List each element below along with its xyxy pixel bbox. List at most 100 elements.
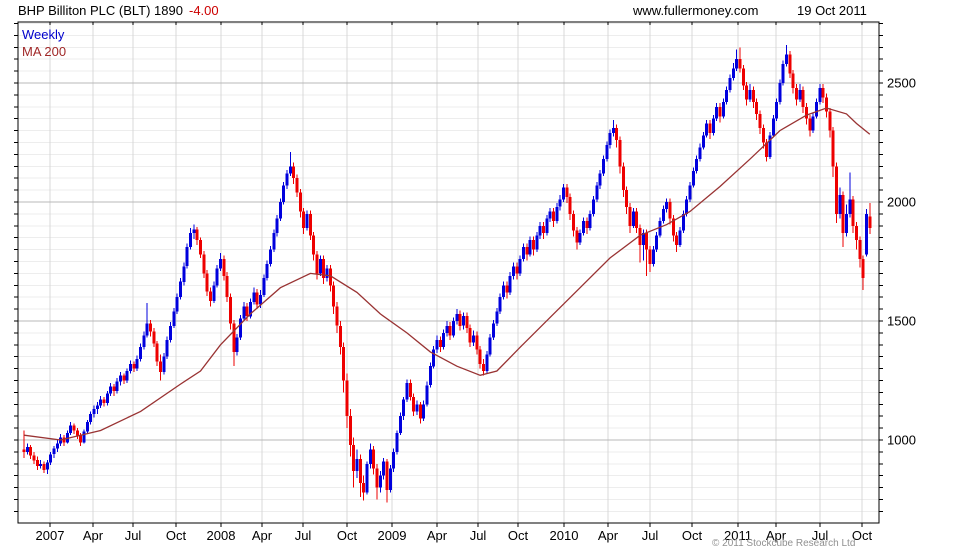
candle bbox=[199, 240, 202, 255]
candle bbox=[858, 240, 862, 260]
candle bbox=[169, 325, 172, 341]
candle bbox=[42, 463, 46, 470]
candle bbox=[142, 335, 146, 348]
candle bbox=[172, 311, 176, 326]
candle bbox=[771, 118, 775, 136]
candle bbox=[655, 235, 659, 250]
candle bbox=[105, 393, 109, 404]
candle bbox=[99, 399, 103, 406]
candle bbox=[332, 285, 336, 307]
candle bbox=[29, 447, 33, 456]
x-axis-label: Jul bbox=[295, 528, 312, 543]
axis-ticks bbox=[14, 21, 883, 527]
candle bbox=[691, 171, 695, 186]
candle bbox=[22, 449, 26, 452]
x-axis-label: Oct bbox=[852, 528, 873, 543]
x-axis-label: Apr bbox=[83, 528, 104, 543]
candle bbox=[245, 306, 249, 317]
candle bbox=[45, 462, 49, 470]
x-axis-label: Apr bbox=[252, 528, 273, 543]
candle bbox=[661, 209, 665, 221]
x-axis-label: 2008 bbox=[207, 528, 236, 543]
candle bbox=[192, 229, 196, 233]
candle bbox=[209, 291, 212, 301]
candle bbox=[405, 382, 409, 400]
candle bbox=[761, 128, 765, 143]
candle bbox=[375, 468, 379, 488]
candle bbox=[252, 292, 256, 302]
candle bbox=[285, 173, 289, 186]
candle bbox=[645, 232, 649, 250]
candle bbox=[458, 313, 462, 326]
candle bbox=[758, 113, 762, 129]
x-axis-label: Oct bbox=[508, 528, 529, 543]
candle bbox=[395, 432, 399, 452]
candle bbox=[35, 460, 39, 467]
candle bbox=[651, 249, 655, 264]
candle bbox=[302, 211, 306, 229]
candle bbox=[525, 247, 529, 255]
candle bbox=[552, 211, 555, 221]
candle bbox=[229, 297, 232, 324]
candle bbox=[478, 349, 482, 364]
candle bbox=[235, 337, 239, 352]
candle bbox=[462, 316, 466, 326]
candle bbox=[485, 354, 489, 371]
candle bbox=[775, 102, 779, 119]
candle bbox=[352, 444, 356, 471]
candle bbox=[821, 87, 825, 98]
candle bbox=[159, 361, 162, 373]
candle bbox=[328, 268, 332, 286]
candle bbox=[831, 130, 835, 167]
candle bbox=[152, 331, 156, 344]
candle bbox=[348, 416, 352, 445]
candle bbox=[438, 340, 442, 348]
candle bbox=[721, 102, 725, 117]
candle bbox=[765, 142, 769, 157]
candle bbox=[671, 218, 675, 236]
candle bbox=[808, 118, 812, 131]
candle bbox=[601, 159, 605, 174]
candle bbox=[322, 259, 326, 279]
candle bbox=[731, 68, 735, 79]
y-axis-label: 2000 bbox=[887, 195, 916, 210]
y-axis-label: 2500 bbox=[887, 76, 916, 91]
candle bbox=[778, 83, 782, 102]
x-axis-label: Oct bbox=[682, 528, 703, 543]
candle bbox=[72, 425, 76, 431]
candle bbox=[678, 230, 682, 245]
candle bbox=[861, 259, 865, 279]
candle bbox=[79, 435, 83, 443]
candle bbox=[545, 218, 549, 233]
candle bbox=[325, 268, 329, 279]
candle bbox=[495, 311, 499, 324]
candle bbox=[578, 232, 582, 243]
candle bbox=[212, 285, 216, 301]
candle bbox=[588, 213, 592, 229]
candle bbox=[805, 106, 809, 119]
candle bbox=[408, 382, 412, 398]
candle bbox=[442, 332, 446, 348]
candle bbox=[342, 347, 346, 381]
chart-date: 19 Oct 2011 bbox=[797, 3, 867, 18]
candle bbox=[818, 87, 822, 103]
x-axis-label: Oct bbox=[166, 528, 187, 543]
candle bbox=[455, 313, 459, 321]
candle bbox=[258, 294, 262, 305]
candle bbox=[745, 85, 749, 100]
candle bbox=[825, 97, 828, 112]
candle bbox=[145, 323, 149, 336]
x-axis-label: Jul bbox=[125, 528, 142, 543]
candle bbox=[175, 297, 179, 312]
candle bbox=[585, 221, 589, 229]
candle bbox=[222, 259, 226, 276]
copyright: © 2011 Stockcube Research Ltd bbox=[712, 538, 856, 549]
candle bbox=[248, 302, 252, 317]
candle bbox=[32, 455, 36, 461]
legend-weekly: Weekly bbox=[22, 27, 65, 42]
candle bbox=[182, 266, 186, 282]
candle bbox=[65, 432, 69, 443]
candle bbox=[855, 225, 858, 241]
candle bbox=[162, 356, 166, 373]
candle bbox=[665, 202, 669, 210]
